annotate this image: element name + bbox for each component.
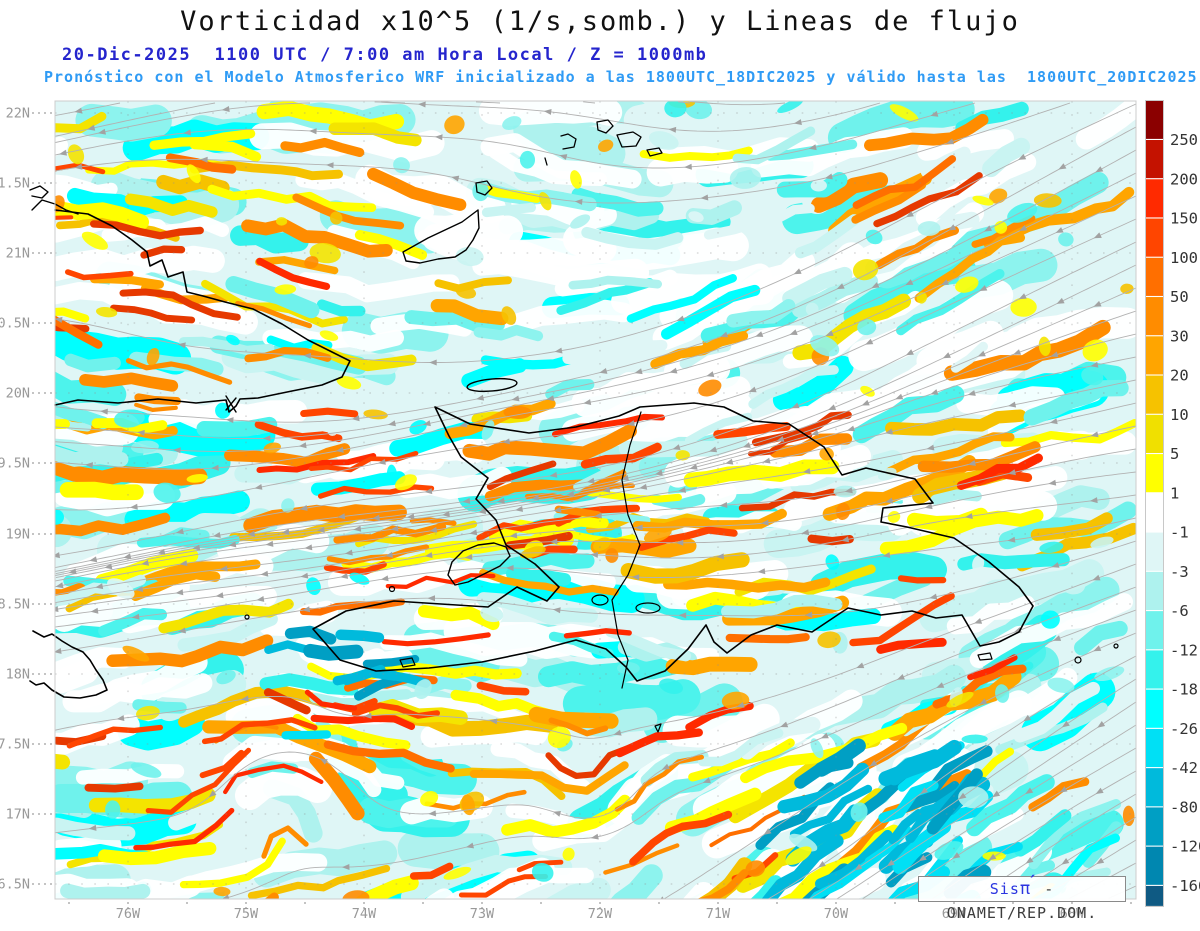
colorbar-segment (1146, 140, 1163, 178)
lon-label: 73W (470, 906, 495, 922)
colorbar-label: -12 (1170, 641, 1198, 659)
lat-label: 19N (6, 527, 30, 543)
colorbar-label: 5 (1170, 445, 1179, 463)
colorbar-segment (1146, 297, 1163, 335)
colorbar-segment (1146, 415, 1163, 453)
colorbar-label: 150 (1170, 210, 1198, 228)
colorbar-label: -3 (1170, 563, 1189, 581)
colorbar-segment (1146, 179, 1163, 217)
colorbar-label: -42 (1170, 759, 1198, 777)
lat-label: 0.5N (0, 316, 30, 332)
lat-label: 1.5N (0, 176, 30, 192)
lon-label: 75W (234, 906, 259, 922)
watermark-box: Sisπ´ - ONAMET/REP.DOM. (918, 876, 1126, 902)
colorbar-segment (1146, 219, 1163, 257)
colorbar-segment (1146, 533, 1163, 571)
colorbar-label: 100 (1170, 249, 1198, 267)
lat-label: 18N (6, 667, 30, 683)
colorbar-segment (1146, 886, 1163, 906)
lon-label: 74W (352, 906, 377, 922)
lat-label: 9.5N (0, 456, 30, 472)
colorbar-segment (1146, 807, 1163, 845)
colorbar: 250 200 150 100 50 30 20 10 5 1 -1 -3 -6 -12 -18 -26 -42… (1146, 101, 1200, 907)
lat-label: 7.5N (0, 737, 30, 753)
colorbar-label: 10 (1170, 406, 1189, 424)
colorbar-segment (1146, 729, 1163, 767)
colorbar-label: 30 (1170, 327, 1189, 345)
colorbar-label: -160 (1170, 877, 1200, 895)
colorbar-segment (1146, 101, 1163, 139)
colorbar-label: 250 (1170, 131, 1198, 149)
colorbar-label: 20 (1170, 367, 1189, 385)
colorbar-segment (1146, 768, 1163, 806)
lat-label: 21N (6, 246, 30, 262)
watermark-brand: Sisπ´ (990, 880, 1034, 898)
page-title: Vorticidad x10^5 (1/s,somb.) y Lineas de… (0, 6, 1200, 37)
lat-label: 8.5N (0, 597, 30, 613)
lat-label: 6.5N (0, 877, 30, 893)
lon-label: 71W (706, 906, 731, 922)
lat-label: 20N (6, 386, 30, 402)
colorbar-segment (1146, 611, 1163, 649)
colorbar-segment (1146, 690, 1163, 728)
colorbar-segment (1146, 258, 1163, 296)
colorbar-label: -18 (1170, 681, 1198, 699)
lat-label: 22N (6, 106, 30, 122)
colorbar-label: -1 (1170, 524, 1189, 542)
lon-label: 76W (116, 906, 141, 922)
model-info-line: Pronóstico con el Modelo Atmosferico WRF… (44, 68, 1198, 86)
colorbar-label: 50 (1170, 288, 1189, 306)
valid-time-subtitle: 20-Dic-2025 1100 UTC / 7:00 am Hora Loca… (62, 45, 707, 65)
colorbar-segment (1146, 572, 1163, 610)
lat-label: 17N (6, 807, 30, 823)
colorbar-segment (1146, 493, 1163, 531)
colorbar-label: -6 (1170, 602, 1189, 620)
vorticity-field-layer (0, 92, 1136, 927)
colorbar-label: 1 (1170, 484, 1179, 502)
lon-label: 70W (824, 906, 849, 922)
colorbar-segment (1146, 336, 1163, 374)
colorbar-label: -80 (1170, 798, 1198, 816)
colorbar-segment (1146, 847, 1163, 885)
colorbar-segment (1146, 454, 1163, 492)
colorbar-label: -26 (1170, 720, 1198, 738)
colorbar-label: 200 (1170, 170, 1198, 188)
colorbar-segment (1146, 376, 1163, 414)
colorbar-label: -120 (1170, 838, 1200, 856)
colorbar-segment (1146, 650, 1163, 688)
lon-label: 72W (588, 906, 613, 922)
